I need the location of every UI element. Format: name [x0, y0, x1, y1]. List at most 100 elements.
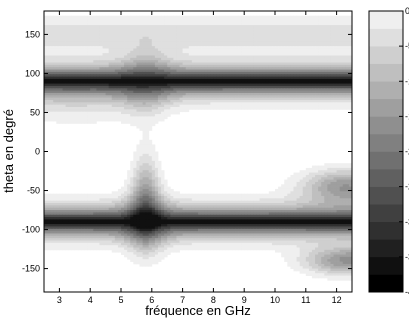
- contour-cell: [148, 144, 153, 148]
- contour-cell: [201, 95, 205, 99]
- contour-cell: [296, 64, 301, 68]
- contour-cell: [293, 53, 297, 56]
- contour-cell: [182, 22, 187, 26]
- contour-cell: [311, 41, 316, 45]
- contour-cell: [345, 60, 350, 63]
- contour-cell: [247, 83, 251, 87]
- contour-cell: [148, 97, 153, 101]
- contour-cell: [268, 41, 273, 45]
- contour-cell: [50, 18, 54, 21]
- contour-cell: [250, 22, 254, 26]
- contour-cell: [74, 29, 79, 33]
- contour-cell: [287, 29, 291, 33]
- contour-cell: [318, 97, 322, 101]
- contour-cell: [59, 121, 63, 124]
- contour-cell: [339, 167, 344, 171]
- contour-cell: [161, 104, 165, 108]
- contour-cell: [241, 97, 245, 101]
- contour-cell: [151, 184, 156, 188]
- contour-cell: [117, 90, 122, 94]
- contour-cell: [296, 85, 301, 89]
- contour-cell: [133, 50, 137, 54]
- contour-cell: [287, 62, 291, 66]
- contour-cell: [167, 193, 171, 197]
- contour-cell: [293, 179, 297, 183]
- contour-cell: [342, 36, 347, 40]
- contour-cell: [198, 25, 202, 28]
- contour-cell: [207, 97, 211, 101]
- contour-cell: [275, 188, 279, 192]
- contour-cell: [250, 53, 254, 56]
- contour-cell: [130, 53, 134, 56]
- contour-cell: [145, 116, 150, 120]
- contour-cell: [287, 188, 291, 192]
- contour-cell: [299, 27, 304, 31]
- contour-cell: [142, 151, 147, 155]
- contour-cell: [210, 76, 214, 80]
- contour-cell: [139, 22, 143, 26]
- contour-cell: [74, 36, 79, 40]
- contour-cell: [44, 81, 48, 84]
- contour-cell: [50, 36, 54, 40]
- contour-cell: [130, 111, 134, 115]
- contour-cell: [216, 76, 220, 80]
- contour-cell: [278, 64, 282, 68]
- contour-cell: [345, 177, 350, 180]
- contour-cell: [330, 32, 334, 35]
- contour-cell: [231, 193, 236, 197]
- contour-cell: [293, 46, 297, 49]
- contour-cell: [176, 109, 180, 113]
- contour-cell: [345, 34, 350, 38]
- contour-cell: [234, 74, 239, 77]
- contour-cell: [271, 90, 276, 94]
- contour-cell: [157, 195, 162, 199]
- contour-cell: [145, 74, 150, 77]
- contour-cell: [130, 107, 134, 110]
- contour-cell: [68, 116, 73, 120]
- contour-cell: [96, 195, 100, 199]
- contour-cell: [111, 102, 116, 106]
- contour-cell: [56, 92, 60, 96]
- contour-cell: [262, 78, 267, 82]
- contour-cell: [296, 95, 301, 99]
- contour-cell: [108, 20, 113, 24]
- contour-cell: [151, 97, 156, 101]
- contour-cell: [148, 15, 153, 19]
- contour-cell: [281, 57, 285, 61]
- contour-cell: [96, 83, 100, 87]
- contour-cell: [191, 102, 196, 106]
- contour-cell: [244, 55, 248, 59]
- contour-cell: [311, 102, 316, 106]
- contour-cell: [176, 67, 180, 70]
- contour-cell: [250, 39, 254, 42]
- contour-cell: [59, 116, 63, 120]
- contour-cell: [179, 107, 183, 110]
- contour-cell: [222, 195, 227, 199]
- contour-cell: [124, 186, 128, 190]
- contour-cell: [330, 25, 334, 28]
- contour-cell: [87, 76, 91, 80]
- contour-cell: [256, 92, 260, 96]
- contour-cell: [87, 67, 91, 70]
- contour-cell: [173, 15, 177, 19]
- contour-cell: [234, 39, 239, 42]
- contour-cell: [90, 116, 94, 120]
- contour-cell: [241, 85, 245, 89]
- contour-cell: [238, 88, 242, 92]
- contour-cell: [68, 71, 73, 75]
- contour-cell: [65, 34, 70, 38]
- contour-cell: [62, 195, 66, 199]
- contour-cell: [287, 193, 291, 197]
- contour-cell: [114, 34, 119, 38]
- contour-cell: [124, 99, 128, 103]
- contour-cell: [265, 29, 270, 33]
- contour-cell: [327, 88, 331, 92]
- contour-cell: [139, 142, 143, 145]
- contour-cell: [315, 88, 319, 92]
- contour-cell: [247, 34, 251, 38]
- contour-cell: [164, 186, 168, 190]
- contour-cell: [130, 48, 134, 52]
- contour-cell: [151, 71, 156, 75]
- contour-cell: [315, 46, 319, 49]
- contour-cell: [284, 74, 288, 77]
